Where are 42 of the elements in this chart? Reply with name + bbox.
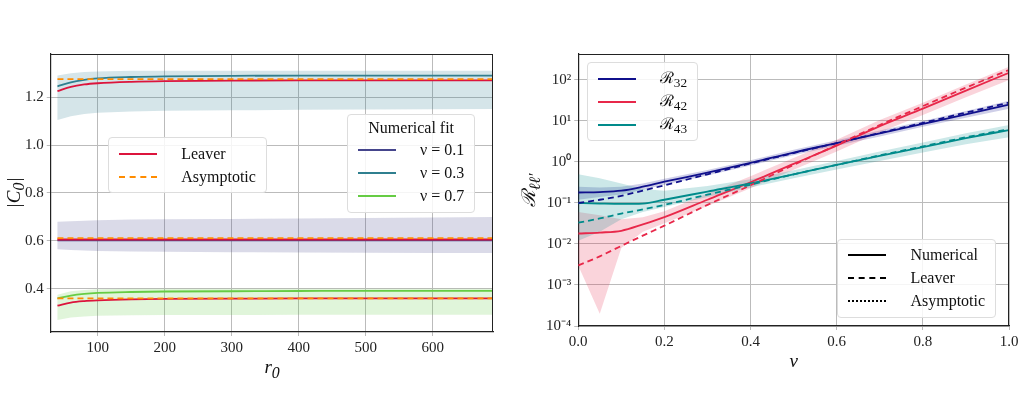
legend-label: ν = 0.3 bbox=[420, 164, 465, 183]
x-tick-label: 1.0 bbox=[999, 332, 1019, 349]
annotation: Numerical bbox=[910, 246, 978, 265]
annotation: Leaver bbox=[910, 269, 955, 288]
y-tick-label: 10¹ bbox=[551, 111, 572, 128]
y-tick-label: 0.8 bbox=[25, 183, 44, 200]
x-tick-label: 0.0 bbox=[568, 332, 588, 349]
x-axis-title: r$_{0}$ bbox=[264, 356, 280, 382]
legend-label: ℛ$_{42}$ bbox=[659, 91, 688, 115]
y-tick-label: 10² bbox=[551, 70, 572, 87]
y-tick-label: 10⁻³ bbox=[546, 275, 572, 292]
legend-label: ν = 0.1 bbox=[420, 141, 465, 160]
x-axis-title: ν bbox=[789, 350, 799, 372]
x-tick-label: 200 bbox=[153, 338, 176, 355]
legend-label: ℛ$_{43}$ bbox=[659, 114, 688, 138]
x-tick-label: 0.2 bbox=[655, 332, 674, 349]
x-tick-label: 0.8 bbox=[913, 332, 933, 349]
y-tick-label: 0.6 bbox=[25, 231, 45, 248]
y-tick-label: 10⁻² bbox=[546, 234, 572, 251]
x-tick-label: 300 bbox=[220, 338, 243, 355]
legend-label: ν = 0.7 bbox=[420, 187, 465, 206]
x-tick-label: 0.6 bbox=[827, 332, 847, 349]
y-tick-label: 10⁰ bbox=[551, 152, 572, 169]
x-tick-label: 400 bbox=[287, 338, 310, 355]
legend-label: ℛ$_{32}$ bbox=[659, 68, 688, 92]
line-series bbox=[56, 74, 493, 88]
line-series bbox=[56, 289, 493, 300]
x-tick-label: 600 bbox=[421, 338, 444, 355]
annotation: Asymptotic bbox=[910, 292, 986, 311]
style-key: Numerical Leaver Asymptotic bbox=[837, 238, 997, 318]
y-tick-label: 1.2 bbox=[25, 88, 44, 105]
x-tick-label: 100 bbox=[86, 338, 109, 355]
x-tick-label: 0.4 bbox=[741, 332, 761, 349]
legend-title: Numerical fit bbox=[367, 118, 456, 137]
legend-label: Leaver bbox=[181, 144, 226, 163]
legend-label: Asymptotic bbox=[181, 167, 256, 186]
y-tick-label: 10⁻¹ bbox=[546, 193, 572, 210]
y-tick-label: 10⁻⁴ bbox=[546, 316, 572, 333]
x-tick-label: 500 bbox=[354, 338, 377, 355]
y-tick-label: 0.4 bbox=[25, 279, 45, 296]
line-series bbox=[56, 79, 493, 93]
y-tick-label: 1.0 bbox=[25, 136, 44, 153]
